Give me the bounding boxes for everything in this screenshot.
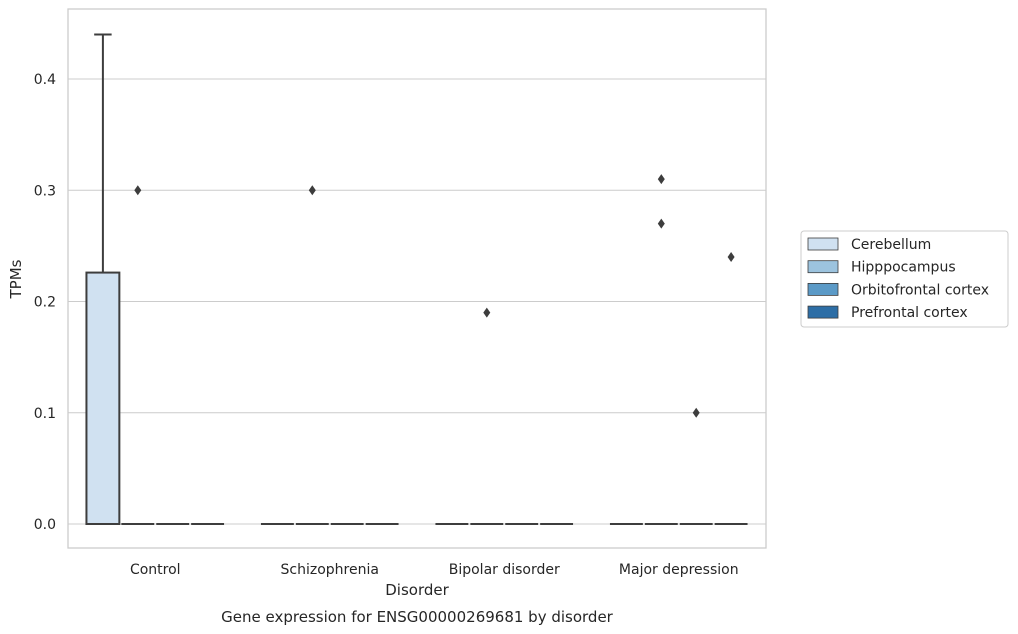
- box-cerebellum: [85, 271, 121, 526]
- legend-entry: Hipppocampus: [851, 260, 956, 276]
- outlier-point: [727, 252, 735, 262]
- x-tick-label: Schizophrenia: [281, 562, 379, 578]
- legend-swatch: [807, 282, 839, 296]
- y-tick-label: 0.4: [34, 72, 56, 88]
- outlier-point: [134, 185, 142, 196]
- legend-entry: Cerebellum: [851, 237, 931, 253]
- outlier-point: [657, 174, 665, 185]
- x-tick-label: Bipolar disorder: [449, 562, 560, 578]
- grid-lines: [68, 78, 766, 525]
- legend-entry: Orbitofrontal cortex: [851, 282, 989, 298]
- y-tick-label: 0.0: [34, 517, 56, 533]
- plot-frame: [67, 8, 767, 549]
- outlier-point: [692, 407, 700, 418]
- x-tick-label: Major depression: [619, 562, 739, 578]
- legend-entry: Prefrontal cortex: [851, 305, 968, 321]
- legend-swatch: [807, 260, 839, 274]
- y-tick-label: 0.1: [34, 406, 56, 422]
- outlier-point: [657, 218, 665, 229]
- legend-frame: [800, 230, 1009, 328]
- outlier-point: [483, 307, 491, 318]
- x-axis-ticks: Control Schizophrenia Bipolar disorder Majo…: [130, 562, 739, 578]
- chart-caption: Gene expression for ENSG00000269681 by d…: [221, 608, 614, 626]
- x-axis-label: Disorder: [385, 581, 449, 599]
- legend: Cerebellum Hipppocampus Orbitofrontal cort…: [800, 230, 1009, 328]
- outlier-point: [308, 185, 316, 196]
- legend-swatch: [807, 237, 839, 251]
- y-tick-label: 0.3: [34, 183, 56, 199]
- x-tick-label: Control: [130, 562, 181, 578]
- box-plot-marks: [85, 33, 748, 526]
- y-tick-label: 0.2: [34, 295, 56, 311]
- y-axis-label: TPMs: [7, 259, 25, 299]
- legend-swatch: [807, 305, 839, 319]
- y-axis-ticks: 0.0 0.1 0.2 0.3 0.4: [34, 72, 56, 533]
